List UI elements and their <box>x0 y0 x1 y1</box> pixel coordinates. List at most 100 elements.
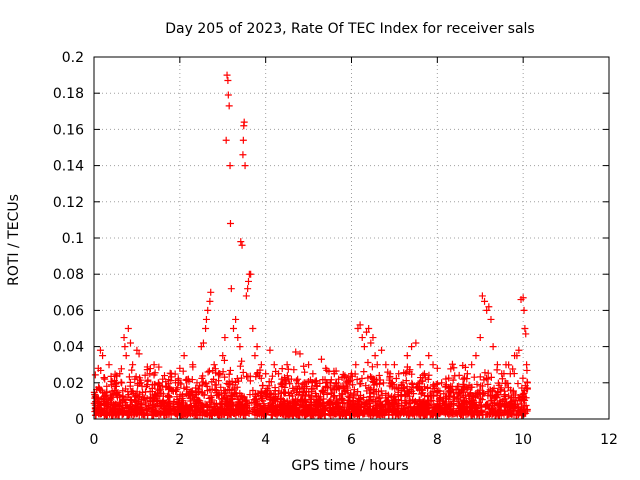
data-point <box>322 364 330 372</box>
noise-point <box>221 410 229 418</box>
noise-point <box>148 396 156 404</box>
noise-point <box>283 372 291 380</box>
noise-point <box>208 378 216 386</box>
noise-point <box>349 403 357 411</box>
noise-point <box>286 400 294 408</box>
noise-point <box>406 400 414 408</box>
noise-point <box>128 366 136 374</box>
data-point <box>239 136 247 144</box>
noise-point <box>327 389 335 397</box>
noise-point <box>414 405 422 413</box>
noise-point <box>268 404 276 412</box>
noise-point <box>191 393 199 401</box>
noise-point <box>271 387 279 395</box>
data-point <box>197 343 205 351</box>
noise-point <box>133 388 141 396</box>
data-point <box>363 328 371 336</box>
data-point <box>476 334 484 342</box>
noise-point <box>377 387 385 395</box>
data-point <box>105 361 113 369</box>
data-point <box>172 379 180 387</box>
noise-point <box>517 408 525 416</box>
noise-point <box>445 392 453 400</box>
noise-point <box>382 401 390 409</box>
noise-point <box>169 387 177 395</box>
noise-point <box>262 391 270 399</box>
noise-point <box>510 404 518 412</box>
noise-point <box>249 386 257 394</box>
noise-point <box>357 380 365 388</box>
noise-point <box>424 400 432 408</box>
noise-point <box>424 384 432 392</box>
noise-point <box>384 393 392 401</box>
noise-point <box>194 385 202 393</box>
noise-point <box>187 389 195 397</box>
data-point <box>365 325 373 332</box>
noise-point <box>459 362 467 370</box>
data-point <box>219 352 227 360</box>
noise-point <box>301 410 309 418</box>
data-point <box>176 364 184 372</box>
data-point <box>229 325 237 332</box>
noise-point <box>369 405 377 413</box>
noise-point <box>277 405 285 413</box>
noise-point <box>417 390 425 398</box>
data-point <box>275 370 283 378</box>
noise-point <box>440 401 448 409</box>
noise-point <box>148 407 156 415</box>
noise-point <box>302 387 310 395</box>
noise-point <box>354 388 362 396</box>
noise-point <box>295 401 303 409</box>
noise-point <box>365 384 373 392</box>
data-point <box>251 352 259 360</box>
noise-point <box>522 402 530 410</box>
data-point <box>193 379 201 387</box>
data-point <box>184 375 192 383</box>
noise-point <box>448 360 456 368</box>
noise-point <box>280 389 288 397</box>
noise-point <box>227 391 235 399</box>
data-point <box>240 118 248 126</box>
noise-point <box>169 402 177 410</box>
noise-point <box>151 391 159 399</box>
noise-point <box>511 391 519 399</box>
noise-point <box>224 400 232 408</box>
noise-point <box>233 383 241 391</box>
data-point <box>207 288 215 296</box>
data-point <box>478 292 486 300</box>
data-point <box>408 343 416 351</box>
data-point <box>253 343 261 351</box>
data-point <box>234 334 242 342</box>
noise-point <box>457 408 465 416</box>
noise-point <box>143 363 151 371</box>
noise-point <box>321 404 329 412</box>
noise-point <box>293 377 301 385</box>
data-point <box>313 382 321 390</box>
noise-point <box>409 410 417 418</box>
data-point <box>129 361 137 369</box>
noise-point <box>404 411 412 419</box>
noise-point <box>143 381 151 389</box>
noise-point <box>338 374 346 382</box>
noise-point <box>347 389 355 397</box>
x-tick-label: 6 <box>347 432 356 448</box>
noise-point <box>157 389 165 397</box>
noise-point <box>91 411 99 419</box>
noise-point <box>357 403 365 411</box>
noise-point <box>475 398 483 406</box>
noise-point <box>502 406 510 414</box>
noise-point <box>484 410 492 418</box>
data-point <box>420 370 428 378</box>
noise-point <box>401 404 409 412</box>
noise-point <box>267 393 275 401</box>
data-point <box>237 238 245 246</box>
noise-point <box>286 380 294 388</box>
noise-point <box>183 376 191 384</box>
noise-point <box>425 401 433 409</box>
data-point <box>116 370 124 378</box>
noise-point <box>117 378 125 386</box>
noise-point <box>470 373 478 381</box>
noise-point <box>219 368 227 376</box>
axis-ticks <box>93 56 610 420</box>
data-point <box>101 375 109 383</box>
